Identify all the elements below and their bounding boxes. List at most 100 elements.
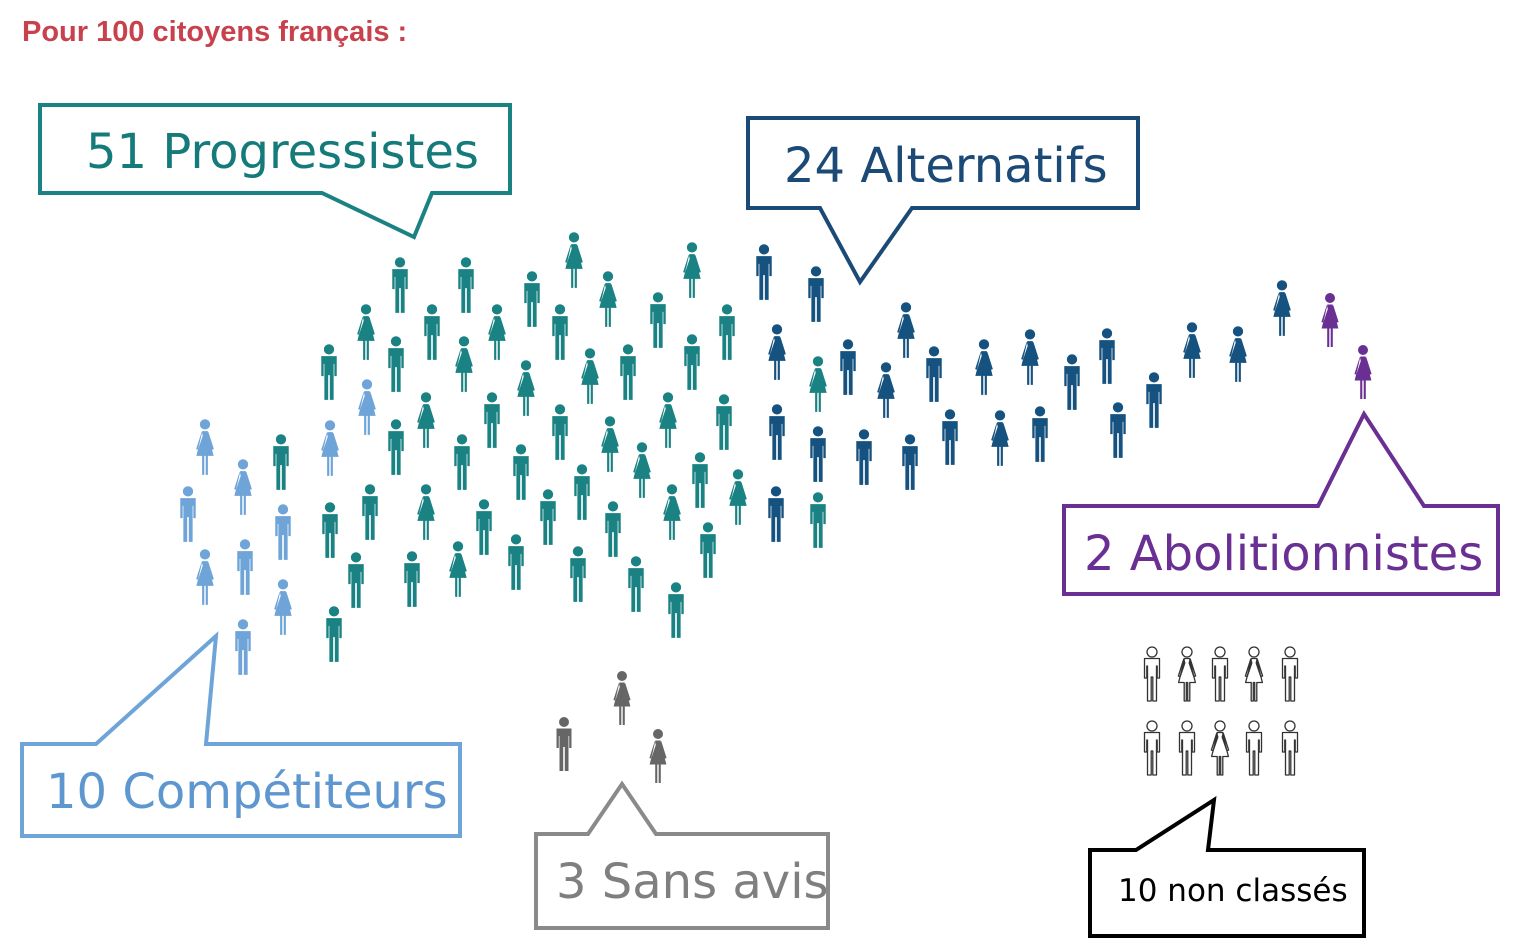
person-progressistes (540, 489, 556, 545)
person-competiteurs (321, 420, 339, 476)
person-progressistes (455, 336, 473, 392)
person-progressistes (628, 556, 644, 612)
person-progressistes (684, 334, 700, 390)
person-progressistes (388, 419, 404, 475)
person-progressistes (552, 304, 568, 360)
person-nonclasses (1143, 720, 1161, 776)
person-progressistes (348, 552, 364, 608)
person-progressistes (476, 499, 492, 555)
person-progressistes (565, 232, 583, 288)
person-competiteurs (237, 539, 253, 595)
person-progressistes (404, 551, 420, 607)
person-progressistes (417, 392, 435, 448)
person-nonclasses (1210, 720, 1230, 776)
person-progressistes (633, 442, 651, 498)
person-alternatifs (756, 244, 772, 300)
label-abolitionnistes: 2 Abolitionnistes (1084, 526, 1484, 582)
person-progressistes (424, 304, 440, 360)
person-alternatifs (768, 324, 786, 380)
person-alternatifs (1273, 280, 1291, 336)
person-nonclasses (1211, 646, 1229, 702)
person-competiteurs (275, 504, 291, 560)
person-alternatifs (897, 302, 915, 358)
person-alternatifs (1064, 354, 1080, 410)
person-progressistes (321, 344, 337, 400)
person-abolitionnistes (1321, 293, 1339, 347)
person-alternatifs (877, 362, 895, 418)
person-alternatifs (1146, 372, 1162, 428)
person-alternatifs (1032, 406, 1048, 462)
person-sansavis (649, 729, 667, 783)
person-progressistes (322, 502, 338, 558)
person-competiteurs (235, 619, 251, 675)
person-progressistes (570, 546, 586, 602)
person-nonclasses (1177, 646, 1197, 702)
person-progressistes (488, 304, 506, 360)
person-nonclasses (1143, 646, 1161, 702)
person-progressistes (513, 444, 529, 500)
person-sansavis (613, 671, 631, 725)
person-progressistes (552, 404, 568, 460)
page-title: Pour 100 citoyens français : (22, 16, 408, 48)
person-progressistes (392, 257, 408, 313)
person-progressistes (574, 464, 590, 520)
person-progressistes (449, 541, 467, 597)
person-progressistes (663, 484, 681, 540)
person-progressistes (524, 271, 540, 327)
person-nonclasses (1245, 720, 1263, 776)
person-progressistes (668, 582, 684, 638)
person-progressistes (273, 434, 289, 490)
person-alternatifs (768, 486, 784, 542)
person-progressistes (484, 392, 500, 448)
label-sans-avis: 3 Sans avis (556, 854, 829, 910)
person-progressistes (729, 469, 747, 525)
person-alternatifs (942, 409, 958, 465)
label-alternatifs: 24 Alternatifs (784, 138, 1108, 194)
label-progressistes: 51 Progressistes (86, 124, 479, 180)
person-progressistes (508, 534, 524, 590)
person-alternatifs (926, 346, 942, 402)
person-progressistes (809, 356, 827, 412)
person-progressistes (650, 292, 666, 348)
person-nonclasses (1244, 646, 1264, 702)
person-progressistes (692, 452, 708, 508)
person-progressistes (716, 394, 732, 450)
person-progressistes (599, 271, 617, 327)
person-progressistes (388, 336, 404, 392)
person-progressistes (458, 257, 474, 313)
person-progressistes (581, 348, 599, 404)
person-progressistes (810, 492, 826, 548)
person-progressistes (517, 360, 535, 416)
person-sansavis (556, 717, 572, 771)
person-alternatifs (1110, 402, 1126, 458)
person-progressistes (601, 416, 619, 472)
person-competiteurs (358, 379, 376, 435)
person-alternatifs (975, 339, 993, 395)
person-competiteurs (234, 459, 252, 515)
person-alternatifs (902, 434, 918, 490)
person-alternatifs (810, 426, 826, 482)
person-competiteurs (196, 419, 214, 475)
person-alternatifs (1183, 322, 1201, 378)
person-alternatifs (856, 429, 872, 485)
person-competiteurs (274, 579, 292, 635)
person-nonclasses (1281, 720, 1299, 776)
person-progressistes (605, 501, 621, 557)
person-nonclasses (1281, 646, 1299, 702)
person-alternatifs (991, 410, 1009, 466)
person-alternatifs (808, 266, 824, 322)
person-progressistes (719, 304, 735, 360)
person-progressistes (620, 344, 636, 400)
person-progressistes (659, 392, 677, 448)
person-progressistes (362, 484, 378, 540)
person-alternatifs (769, 404, 785, 460)
person-progressistes (326, 606, 342, 662)
person-nonclasses (1178, 720, 1196, 776)
person-progressistes (454, 434, 470, 490)
label-non-classes: 10 non classés (1118, 873, 1348, 909)
person-alternatifs (840, 339, 856, 395)
person-progressistes (357, 304, 375, 360)
person-competiteurs (196, 549, 214, 605)
person-alternatifs (1021, 329, 1039, 385)
